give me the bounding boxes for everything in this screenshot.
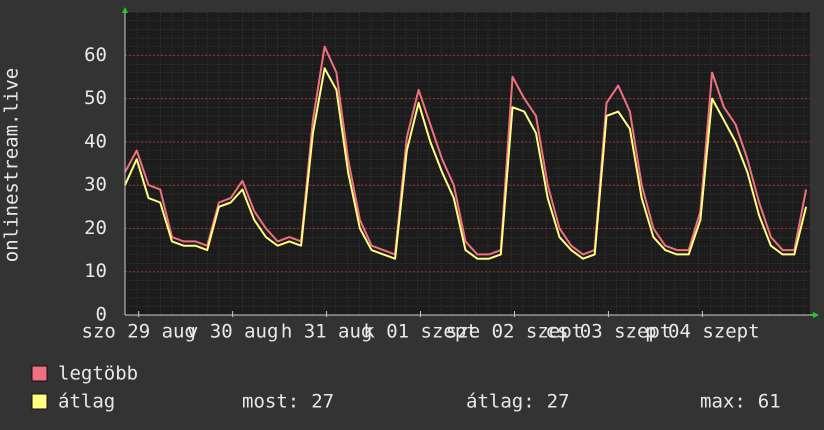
stat-label: átlag:: [466, 391, 535, 413]
legend-swatch: [31, 393, 48, 410]
y-axis-label: onlinestream.live: [1, 68, 23, 262]
x-tick-label: v 30 aug: [187, 321, 279, 343]
legend-swatch: [31, 365, 48, 382]
x-tick-label: cs 03 szept: [545, 321, 671, 343]
legend: legtöbb átlag most: 27 átlag: 27 max: 61: [31, 363, 781, 413]
y-tick-label: 50: [84, 87, 107, 109]
stat-label: max:: [700, 391, 746, 413]
series-line: [124, 67, 808, 260]
minor-grid: [125, 12, 810, 315]
x-tick-label: sze 02 szept: [446, 321, 583, 343]
stat-value: 27: [311, 391, 334, 413]
series-line: [124, 45, 808, 256]
stat-value: 61: [758, 391, 781, 413]
y-tick-label: 10: [84, 260, 107, 282]
x-tick-label: szo 29 aug: [82, 321, 196, 343]
y-tick-label: 20: [84, 217, 107, 239]
legend-label: legtöbb: [58, 363, 138, 385]
legend-label: átlag: [58, 391, 115, 413]
y-tick-label: 60: [84, 44, 107, 66]
x-tick-label: k 01 szept: [363, 321, 477, 343]
x-tick-label: p 04 szept: [645, 321, 759, 343]
y-tick-label: 40: [84, 130, 107, 152]
y-arrow: [122, 7, 128, 13]
x-arrow: [813, 312, 819, 318]
stat-label: most:: [242, 391, 299, 413]
y-tick-label: 0: [96, 304, 107, 326]
stat-value: 27: [547, 391, 570, 413]
y-tick-label: 30: [84, 174, 107, 196]
plot: [124, 45, 810, 317]
x-tick-label: h 31 aug: [281, 321, 373, 343]
